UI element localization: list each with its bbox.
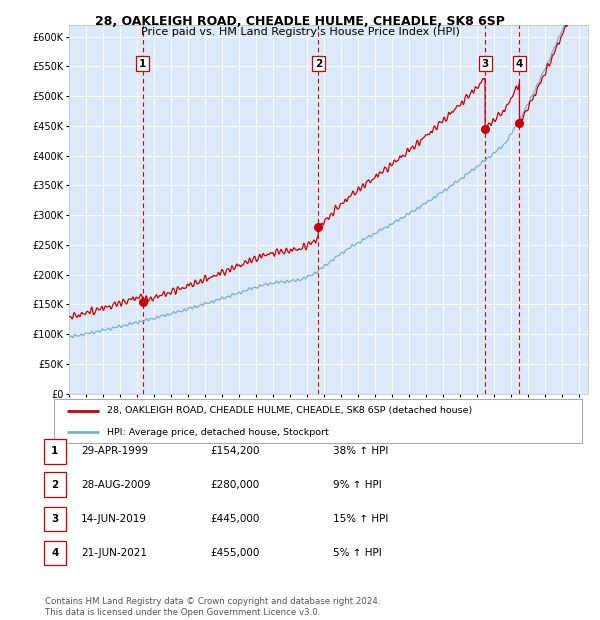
Text: 28, OAKLEIGH ROAD, CHEADLE HULME, CHEADLE, SK8 6SP: 28, OAKLEIGH ROAD, CHEADLE HULME, CHEADL… — [95, 15, 505, 28]
Text: 28-AUG-2009: 28-AUG-2009 — [81, 480, 151, 490]
Text: Contains HM Land Registry data © Crown copyright and database right 2024.
This d: Contains HM Land Registry data © Crown c… — [45, 598, 380, 617]
Text: 38% ↑ HPI: 38% ↑ HPI — [333, 446, 388, 456]
Text: £280,000: £280,000 — [210, 480, 259, 490]
Text: 2: 2 — [314, 58, 322, 69]
Text: HPI: Average price, detached house, Stockport: HPI: Average price, detached house, Stoc… — [107, 428, 329, 436]
Text: £445,000: £445,000 — [210, 514, 259, 524]
Text: 9% ↑ HPI: 9% ↑ HPI — [333, 480, 382, 490]
Text: £154,200: £154,200 — [210, 446, 260, 456]
Text: 3: 3 — [51, 514, 59, 524]
Text: 2: 2 — [51, 480, 59, 490]
Text: 5% ↑ HPI: 5% ↑ HPI — [333, 548, 382, 558]
Text: 4: 4 — [516, 58, 523, 69]
Text: 1: 1 — [139, 58, 146, 69]
Text: 21-JUN-2021: 21-JUN-2021 — [81, 548, 147, 558]
Text: 3: 3 — [481, 58, 488, 69]
Text: Price paid vs. HM Land Registry's House Price Index (HPI): Price paid vs. HM Land Registry's House … — [140, 27, 460, 37]
Text: 1: 1 — [51, 446, 59, 456]
Text: £455,000: £455,000 — [210, 548, 259, 558]
Text: 28, OAKLEIGH ROAD, CHEADLE HULME, CHEADLE, SK8 6SP (detached house): 28, OAKLEIGH ROAD, CHEADLE HULME, CHEADL… — [107, 406, 472, 415]
Text: 29-APR-1999: 29-APR-1999 — [81, 446, 148, 456]
Text: 14-JUN-2019: 14-JUN-2019 — [81, 514, 147, 524]
Text: 15% ↑ HPI: 15% ↑ HPI — [333, 514, 388, 524]
Text: 4: 4 — [51, 548, 59, 558]
